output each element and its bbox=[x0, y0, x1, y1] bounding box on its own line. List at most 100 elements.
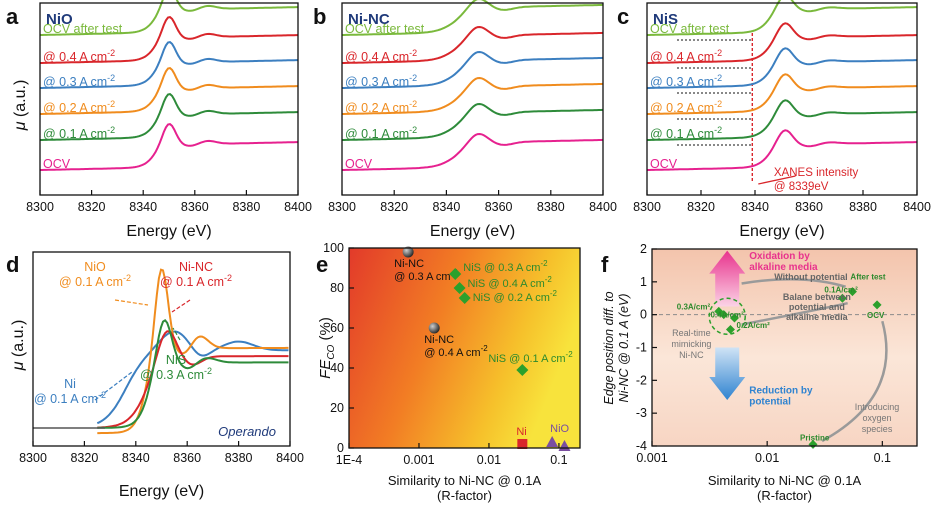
spectrum-line bbox=[342, 102, 604, 141]
x-tick-label: 0.1 bbox=[874, 451, 891, 465]
x-tick-label: 8360 bbox=[485, 200, 513, 214]
x-tick-label: 0.01 bbox=[477, 453, 501, 467]
point-label: 0.2A/cm² bbox=[736, 321, 770, 330]
spectrum-line bbox=[342, 132, 604, 171]
y-axis-label: μ (a.u.) bbox=[10, 320, 27, 372]
panel-b: OCV after test @ 0.4 A cm-2 @ 0.3 A cm-2 @ … bbox=[313, 0, 617, 240]
plot-background bbox=[349, 248, 580, 448]
annotation-text: alkaline media bbox=[786, 312, 849, 322]
data-point bbox=[725, 324, 735, 334]
panel-letter: c bbox=[617, 4, 629, 29]
series-label: @ 0.1 A cm-2 bbox=[59, 273, 131, 289]
y-tick-label: -3 bbox=[636, 406, 647, 420]
data-point bbox=[458, 292, 471, 304]
trend-arrow bbox=[741, 301, 848, 326]
series-label: @ 0.3 A cm-2 bbox=[650, 73, 722, 89]
series-label: OCV after test bbox=[650, 22, 730, 36]
y-axis-label: FECO (%) bbox=[317, 317, 337, 379]
y-tick-label: -1 bbox=[636, 341, 647, 355]
x-tick-label: 8340 bbox=[741, 200, 769, 214]
annotation-text: potential bbox=[749, 396, 791, 407]
x-axis-label: Similarity to Ni-NC @ 0.1A bbox=[388, 473, 542, 488]
x-tick-label: 8320 bbox=[687, 200, 715, 214]
data-point bbox=[872, 300, 882, 310]
spectrum-line bbox=[342, 25, 604, 64]
series-label: @ 0.3 A cm-2 bbox=[43, 73, 115, 89]
reduction-arrow bbox=[709, 347, 746, 401]
x-tick-label: 8320 bbox=[78, 200, 106, 214]
spectrum-line bbox=[647, 129, 917, 171]
label-leader-line bbox=[94, 371, 133, 401]
annotation-text: alkaline media bbox=[749, 262, 818, 273]
annotation-text: oxygen bbox=[863, 413, 892, 423]
point-label: NiS @ 0.1 A cm-2 bbox=[488, 350, 573, 365]
series-label: @ 0.4 A cm-2 bbox=[650, 48, 722, 64]
x-tick-label: 8380 bbox=[849, 200, 877, 214]
x-tick-label: 8320 bbox=[70, 451, 98, 465]
panel-d: d NiO@ 0.1 A cm-2Ni-NC@ 0.1 A cm-2Ni@ 0.1… bbox=[6, 251, 304, 500]
y-tick-label: 60 bbox=[330, 321, 344, 335]
series-label: @ 0.1 A cm-2 bbox=[160, 273, 232, 289]
data-point bbox=[517, 439, 528, 449]
annotation-text: Ni-NC bbox=[679, 350, 704, 360]
x-tick-label: 8340 bbox=[122, 451, 150, 465]
data-point bbox=[428, 322, 440, 334]
plot-background bbox=[652, 249, 917, 446]
point-label: Ni-NC bbox=[394, 258, 424, 270]
data-point bbox=[546, 436, 559, 447]
point-label: After test bbox=[850, 273, 885, 282]
spectrum-line bbox=[40, 93, 298, 141]
panel-title: NiO bbox=[46, 11, 73, 28]
spectrum-line bbox=[97, 330, 289, 429]
spectrum-line bbox=[647, 22, 917, 64]
point-label: 0.3A/cm² bbox=[677, 302, 711, 311]
annotation-text: Without potential bbox=[774, 272, 847, 282]
x-tick-label: 8400 bbox=[589, 200, 617, 214]
y-tick-label: 2 bbox=[640, 242, 647, 256]
x-tick-label: 8300 bbox=[26, 200, 54, 214]
point-label: Ni-NC bbox=[424, 334, 454, 346]
highlight-circle bbox=[708, 297, 746, 336]
panel-letter: b bbox=[313, 4, 326, 29]
annotation-text: Introducing bbox=[855, 402, 900, 412]
x-tick-label: 8320 bbox=[380, 200, 408, 214]
annotation-text: potential and bbox=[789, 302, 845, 312]
data-point bbox=[516, 364, 529, 376]
trend-arrow bbox=[741, 278, 846, 288]
x-tick-label: 0.1 bbox=[550, 453, 567, 467]
series-label: OCV after test bbox=[345, 22, 425, 36]
spectrum-line bbox=[342, 50, 604, 89]
series-label: @ 0.4 A cm-2 bbox=[345, 48, 417, 64]
point-label: OCV bbox=[867, 311, 885, 320]
series-label: @ 0.1 A cm-2 bbox=[650, 125, 722, 141]
x-axis-label: (R-factor) bbox=[757, 488, 812, 503]
point-label: 0.4A/cm² bbox=[710, 310, 744, 319]
x-tick-label: 8360 bbox=[181, 200, 209, 214]
annotation-text: Balane between bbox=[783, 292, 851, 302]
x-tick-label: 8360 bbox=[795, 200, 823, 214]
x-tick-label: 8400 bbox=[284, 200, 312, 214]
spectrum-line bbox=[97, 268, 289, 435]
spectrum-line bbox=[342, 76, 604, 115]
data-point bbox=[402, 246, 414, 258]
series-label: OCV bbox=[345, 157, 373, 171]
y-tick-label: 0 bbox=[640, 308, 647, 322]
x-tick-label: 8300 bbox=[19, 451, 47, 465]
point-label: @ 0.4 A cm-2 bbox=[424, 344, 488, 359]
series-label: @ 0.2 A cm-2 bbox=[345, 99, 417, 115]
series-label: @ 0.4 A cm-2 bbox=[43, 48, 115, 64]
annotation-text: mimicking bbox=[671, 339, 711, 349]
spectrum-line bbox=[647, 73, 917, 115]
x-tick-label: 8300 bbox=[633, 200, 661, 214]
y-axis-label: Ni-NC @ 0.1 A (eV) bbox=[617, 293, 631, 402]
point-label: @ 0.3 A cm-2 bbox=[394, 268, 458, 283]
x-tick-label: 8360 bbox=[173, 451, 201, 465]
point-label: NiS @ 0.3 A cm-2 bbox=[463, 259, 548, 274]
spectrum-line bbox=[40, 16, 298, 64]
spectrum-line bbox=[647, 47, 917, 89]
annotation-arrow bbox=[758, 175, 796, 185]
spectrum-line bbox=[96, 330, 289, 425]
series-label: @ 0.2 A cm-2 bbox=[650, 99, 722, 115]
point-label: Ni bbox=[516, 426, 526, 438]
